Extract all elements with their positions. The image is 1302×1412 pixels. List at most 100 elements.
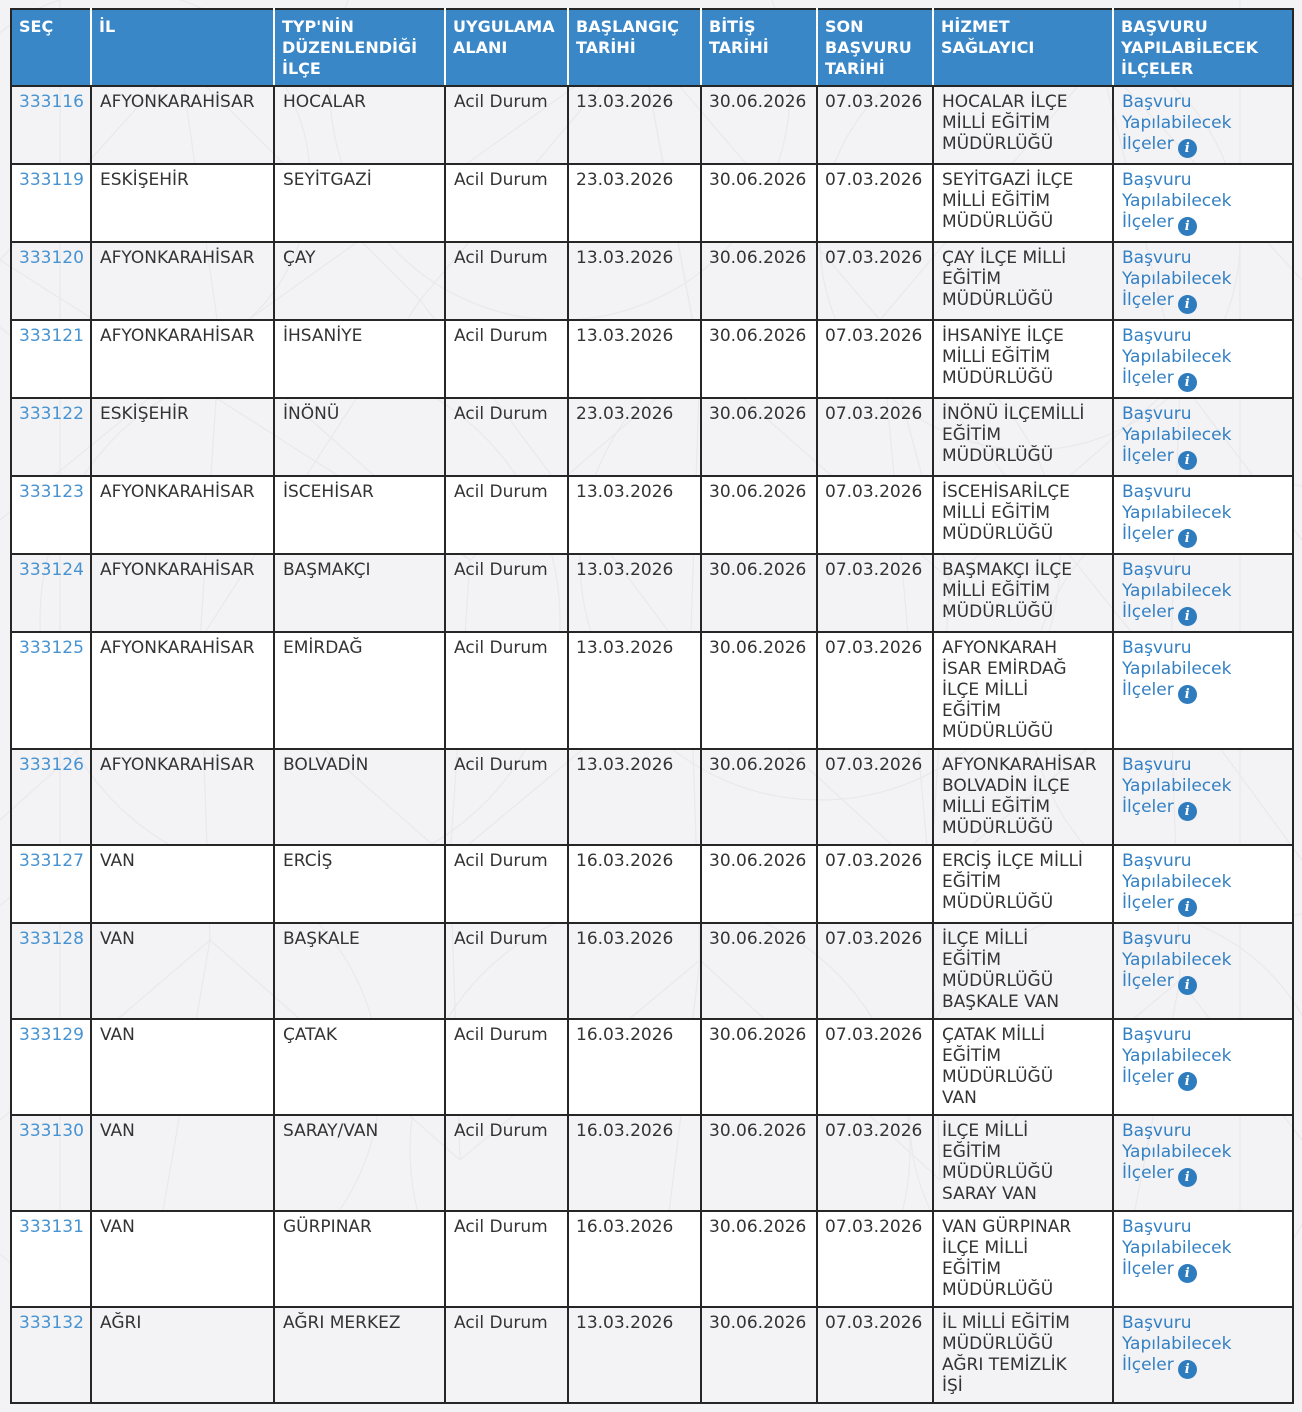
column-header-alan: UYGULAMA ALANI xyxy=(445,9,569,87)
info-icon[interactable]: i xyxy=(1177,976,1197,995)
cell-uygulama-alani: Acil Durum xyxy=(444,475,569,555)
info-icon[interactable]: i xyxy=(1177,295,1197,314)
basvuru-yapilabilecek-ilceler-link[interactable]: Başvuru Yapılabilecek İlçeler i xyxy=(1122,755,1231,821)
info-icon[interactable]: i xyxy=(1177,607,1197,626)
row-id-link[interactable]: 333122 xyxy=(19,404,84,424)
cell-il: AFYONKARAHİSAR xyxy=(90,241,275,321)
cell-baslangic-tarihi: 23.03.2026 xyxy=(567,397,702,477)
table-row: 333128 VAN BAŞKALE Acil Durum 16.03.2026… xyxy=(10,922,1294,1020)
cell-il: AFYONKARAHİSAR xyxy=(90,553,275,633)
cell-baslangic-tarihi: 23.03.2026 xyxy=(567,163,702,243)
row-id-link[interactable]: 333127 xyxy=(19,851,84,871)
cell-sec: 333132 xyxy=(10,1306,92,1404)
row-id-link[interactable]: 333125 xyxy=(19,638,84,658)
basvuru-yapilabilecek-ilceler-link[interactable]: Başvuru Yapılabilecek İlçeler i xyxy=(1122,248,1231,314)
cell-sec: 333121 xyxy=(10,319,92,399)
cell-il: ESKİŞEHİR xyxy=(90,163,275,243)
basvuru-yapilabilecek-ilceler-link[interactable]: Başvuru Yapılabilecek İlçeler i xyxy=(1122,638,1231,704)
info-icon[interactable]: i xyxy=(1177,217,1197,236)
cell-typ-duzenlendigi-ilce: ERCİŞ xyxy=(273,844,446,924)
info-icon[interactable]: i xyxy=(1177,529,1197,548)
basvuru-yapilabilecek-ilceler-link[interactable]: Başvuru Yapılabilecek İlçeler i xyxy=(1122,404,1231,470)
row-id-link[interactable]: 333116 xyxy=(19,92,84,112)
cell-sec: 333124 xyxy=(10,553,92,633)
row-id-link[interactable]: 333119 xyxy=(19,170,84,190)
cell-bitis-tarihi: 30.06.2026 xyxy=(700,475,818,555)
basvuru-yapilabilecek-ilceler-link[interactable]: Başvuru Yapılabilecek İlçeler i xyxy=(1122,1217,1231,1283)
info-icon[interactable]: i xyxy=(1177,1168,1197,1187)
cell-basvuru-yapilabilecek-ilceler: Başvuru Yapılabilecek İlçeler i xyxy=(1112,319,1294,399)
row-id-link[interactable]: 333121 xyxy=(19,326,84,346)
row-id-link[interactable]: 333120 xyxy=(19,248,84,268)
basvuru-link-label: Başvuru Yapılabilecek İlçeler xyxy=(1122,1025,1232,1087)
table-row: 333123 AFYONKARAHİSAR İSCEHİSAR Acil Dur… xyxy=(10,475,1294,555)
info-icon[interactable]: i xyxy=(1177,139,1197,158)
cell-baslangic-tarihi: 13.03.2026 xyxy=(567,1306,702,1404)
cell-bitis-tarihi: 30.06.2026 xyxy=(700,844,818,924)
row-id-link[interactable]: 333132 xyxy=(19,1313,84,1333)
cell-bitis-tarihi: 30.06.2026 xyxy=(700,1018,818,1116)
info-icon[interactable]: i xyxy=(1177,1072,1197,1091)
cell-il: AFYONKARAHİSAR xyxy=(90,475,275,555)
table-row: 333116 AFYONKARAHİSAR HOCALAR Acil Durum… xyxy=(10,85,1294,165)
info-icon[interactable]: i xyxy=(1177,373,1197,392)
cell-basvuru-yapilabilecek-ilceler: Başvuru Yapılabilecek İlçeler i xyxy=(1112,631,1294,750)
cell-il: VAN xyxy=(90,844,275,924)
info-icon[interactable]: i xyxy=(1177,1264,1197,1283)
cell-baslangic-tarihi: 16.03.2026 xyxy=(567,1114,702,1212)
table-row: 333130 VAN SARAY/VAN Acil Durum 16.03.20… xyxy=(10,1114,1294,1212)
cell-typ-duzenlendigi-ilce: ÇATAK xyxy=(273,1018,446,1116)
info-icon[interactable]: i xyxy=(1177,451,1197,470)
cell-baslangic-tarihi: 13.03.2026 xyxy=(567,748,702,846)
basvuru-yapilabilecek-ilceler-link[interactable]: Başvuru Yapılabilecek İlçeler i xyxy=(1122,929,1231,995)
basvuru-yapilabilecek-ilceler-link[interactable]: Başvuru Yapılabilecek İlçeler i xyxy=(1122,326,1231,392)
info-icon[interactable]: i xyxy=(1177,1360,1197,1379)
basvuru-yapilabilecek-ilceler-link[interactable]: Başvuru Yapılabilecek İlçeler i xyxy=(1122,851,1232,917)
column-header-baslangic: BAŞLANGIÇ TARİHİ xyxy=(568,9,702,87)
table-header-row: SEÇ İL TYP'NİN DÜZENLENDİĞİ İLÇE UYGULAMA A… xyxy=(11,9,1294,87)
cell-sec: 333130 xyxy=(10,1114,92,1212)
row-id-link[interactable]: 333123 xyxy=(19,482,84,502)
cell-son-basvuru-tarihi: 07.03.2026 xyxy=(816,1210,934,1308)
row-id-link[interactable]: 333124 xyxy=(19,560,84,580)
basvuru-yapilabilecek-ilceler-link[interactable]: Başvuru Yapılabilecek İlçeler i xyxy=(1122,1121,1231,1187)
row-id-link[interactable]: 333128 xyxy=(19,929,84,949)
cell-sec: 333116 xyxy=(10,85,92,165)
row-id-link[interactable]: 333126 xyxy=(19,755,84,775)
cell-bitis-tarihi: 30.06.2026 xyxy=(700,922,818,1020)
cell-sec: 333125 xyxy=(10,631,92,750)
cell-baslangic-tarihi: 13.03.2026 xyxy=(567,85,702,165)
basvuru-yapilabilecek-ilceler-link[interactable]: Başvuru Yapılabilecek İlçeler i xyxy=(1122,482,1231,548)
table-row: 333129 VAN ÇATAK Acil Durum 16.03.2026 3… xyxy=(10,1018,1294,1116)
basvuru-link-label: Başvuru Yapılabilecek İlçeler xyxy=(1122,851,1232,913)
info-icon[interactable]: i xyxy=(1177,802,1197,821)
cell-hizmet-saglayici: VAN GÜRPINAR İLÇE MİLLİ EĞİTİM MÜDÜRLÜĞÜ xyxy=(932,1210,1114,1308)
cell-hizmet-saglayici: BAŞMAKÇI İLÇE MİLLİ EĞİTİM MÜDÜRLÜĞÜ xyxy=(932,553,1114,633)
cell-hizmet-saglayici: HOCALAR İLÇE MİLLİ EĞİTİM MÜDÜRLÜĞÜ xyxy=(932,85,1114,165)
cell-son-basvuru-tarihi: 07.03.2026 xyxy=(816,163,934,243)
cell-baslangic-tarihi: 13.03.2026 xyxy=(567,631,702,750)
cell-uygulama-alani: Acil Durum xyxy=(444,1114,569,1212)
cell-son-basvuru-tarihi: 07.03.2026 xyxy=(816,397,934,477)
basvuru-yapilabilecek-ilceler-link[interactable]: Başvuru Yapılabilecek İlçeler i xyxy=(1122,560,1231,626)
row-id-link[interactable]: 333129 xyxy=(19,1025,84,1045)
info-icon[interactable]: i xyxy=(1177,685,1197,704)
cell-typ-duzenlendigi-ilce: AĞRI MERKEZ xyxy=(273,1306,446,1404)
basvuru-yapilabilecek-ilceler-link[interactable]: Başvuru Yapılabilecek İlçeler i xyxy=(1122,1025,1232,1091)
basvuru-yapilabilecek-ilceler-link[interactable]: Başvuru Yapılabilecek İlçeler i xyxy=(1122,1313,1231,1379)
basvuru-yapilabilecek-ilceler-link[interactable]: Başvuru Yapılabilecek İlçeler i xyxy=(1122,92,1231,158)
cell-son-basvuru-tarihi: 07.03.2026 xyxy=(816,1018,934,1116)
column-header-ilce: TYP'NİN DÜZENLENDİĞİ İLÇE xyxy=(274,9,446,87)
info-icon[interactable]: i xyxy=(1177,898,1197,917)
cell-hizmet-saglayici: İLÇE MİLLİ EĞİTİM MÜDÜRLÜĞÜ SARAY VAN xyxy=(932,1114,1114,1212)
cell-hizmet-saglayici: AFYONKARAHİSAR BOLVADİN İLÇE MİLLİ EĞİTİ… xyxy=(932,748,1114,846)
cell-basvuru-yapilabilecek-ilceler: Başvuru Yapılabilecek İlçeler i xyxy=(1112,844,1294,924)
cell-il: AFYONKARAHİSAR xyxy=(90,319,275,399)
cell-uygulama-alani: Acil Durum xyxy=(444,1210,569,1308)
cell-il: AFYONKARAHİSAR xyxy=(90,748,275,846)
basvuru-yapilabilecek-ilceler-link[interactable]: Başvuru Yapılabilecek İlçeler i xyxy=(1122,170,1231,236)
row-id-link[interactable]: 333130 xyxy=(19,1121,84,1141)
column-header-son: SON BAŞVURU TARİHİ xyxy=(817,9,934,87)
row-id-link[interactable]: 333131 xyxy=(19,1217,84,1237)
table-row: 333127 VAN ERCİŞ Acil Durum 16.03.2026 3… xyxy=(10,844,1294,924)
